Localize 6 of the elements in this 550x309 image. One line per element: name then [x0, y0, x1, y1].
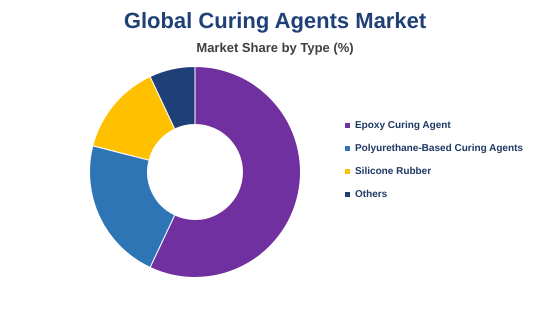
chart-subtitle: Market Share by Type (%) [195, 40, 355, 55]
legend-label: Epoxy Curing Agent [355, 120, 451, 131]
chart-title: Global Curing Agents Market [122, 8, 428, 34]
legend-label: Silicone Rubber [355, 166, 432, 177]
legend-label: Others [355, 189, 388, 200]
legend-label: Polyurethane-Based Curing Agents [355, 143, 523, 154]
